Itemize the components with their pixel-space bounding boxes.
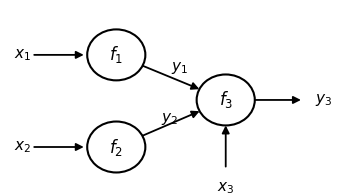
Text: $f_2$: $f_2$ — [109, 136, 123, 158]
Text: $y_1$: $y_1$ — [171, 60, 188, 76]
Ellipse shape — [197, 74, 255, 125]
Ellipse shape — [87, 29, 145, 80]
Text: $y_3$: $y_3$ — [315, 92, 332, 108]
Text: $y_2$: $y_2$ — [161, 111, 178, 127]
Text: $f_1$: $f_1$ — [109, 44, 123, 65]
Text: $x_2$: $x_2$ — [14, 139, 31, 155]
Text: $x_3$: $x_3$ — [217, 180, 234, 196]
Text: $f_3$: $f_3$ — [219, 89, 233, 111]
Text: $x_1$: $x_1$ — [14, 47, 31, 63]
Ellipse shape — [87, 122, 145, 172]
